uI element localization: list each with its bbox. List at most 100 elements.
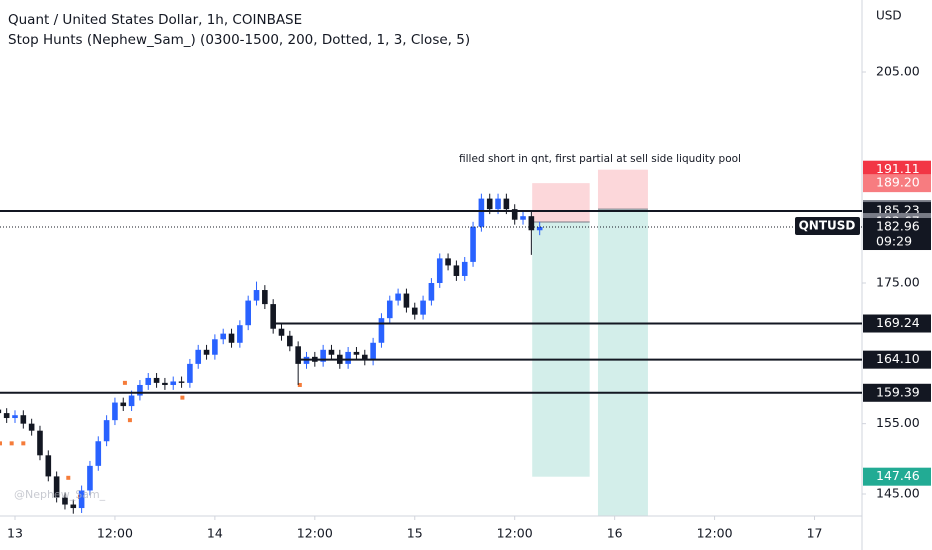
stop-hunt-marker (66, 475, 71, 480)
candle-body (320, 349, 326, 362)
price-tag-label: 147.46 (876, 468, 920, 483)
last-price-tag (863, 218, 931, 251)
candle-body (20, 415, 27, 424)
candle-body (262, 290, 268, 305)
y-tick-label: 145.00 (876, 485, 920, 500)
candle-body (237, 325, 243, 343)
annotation: filled short in qnt, first partial at se… (459, 153, 741, 165)
price-tag (863, 350, 931, 369)
price-tag (863, 467, 931, 486)
stop-hunt-marker (297, 382, 302, 387)
x-tick-label: 12:00 (97, 526, 133, 541)
y-tick-label: 175.00 (876, 275, 920, 290)
candle-body (278, 328, 285, 336)
candle-body (345, 351, 351, 364)
candle-body (112, 402, 118, 421)
candle-body (137, 384, 143, 396)
candle-body (370, 342, 376, 361)
candle-body (245, 300, 251, 326)
stop-hunt-marker (127, 418, 132, 423)
candle-body (453, 265, 460, 276)
price-tag-label: 189.20 (876, 175, 920, 190)
candle-body (295, 346, 301, 364)
candle-body (270, 304, 276, 329)
candle-body (403, 293, 410, 308)
candle-body (95, 441, 102, 466)
candle-body (0, 409, 2, 414)
candle-body (253, 290, 260, 301)
candle-body (461, 261, 468, 276)
price-tag (863, 174, 931, 193)
candle-body (78, 490, 85, 509)
candle-body (187, 363, 193, 383)
candle-body (203, 349, 210, 355)
candle-body (395, 293, 401, 301)
price-tag (863, 383, 931, 402)
symbol-tag (795, 217, 860, 236)
candle-body (428, 283, 435, 301)
candle-body (53, 476, 60, 498)
x-tick-label: 15 (407, 526, 423, 541)
price-tag (863, 314, 931, 333)
candle-body (153, 377, 160, 383)
stop-zone (597, 169, 648, 210)
x-tick-label: 12:00 (697, 526, 733, 541)
candle-body (361, 354, 368, 361)
candle-body (178, 381, 185, 383)
candle-body (511, 209, 518, 220)
candle-body (170, 381, 177, 385)
candle-body (470, 226, 476, 262)
stop-hunt-marker (21, 441, 26, 446)
candle-body (70, 504, 77, 509)
price-tag-label: 169.24 (876, 315, 920, 330)
candle-body (495, 198, 501, 210)
last-price-label: 182.96 (876, 219, 920, 234)
candle-body (37, 430, 43, 456)
candle-body (386, 300, 393, 319)
candle-body (353, 351, 360, 355)
stop-hunt-marker (180, 395, 185, 400)
candle-body (420, 300, 426, 315)
candle-body (436, 258, 443, 284)
candle-body (328, 349, 335, 355)
candle-body (128, 395, 135, 407)
target-zone (597, 209, 648, 516)
countdown-label: 09:29 (876, 234, 912, 249)
candle-body (445, 258, 451, 266)
y-tick-label: 155.00 (876, 415, 920, 430)
x-tick-label: 13 (7, 526, 23, 541)
chart-title: Quant / United States Dollar, 1h, COINBA… (8, 12, 302, 28)
candle-body (378, 318, 385, 343)
x-tick-label: 12:00 (497, 526, 533, 541)
stop-hunt-marker (0, 441, 2, 446)
y-tick-label: 205.00 (876, 64, 920, 79)
candle-body (62, 497, 68, 505)
candle-body (87, 465, 93, 491)
stop-hunt-marker (122, 380, 127, 385)
candle-body (12, 415, 18, 419)
candle-body (520, 216, 526, 220)
candle-body (28, 423, 35, 431)
x-tick-label: 12:00 (297, 526, 333, 541)
candle-body (3, 413, 10, 419)
candle-body (228, 333, 235, 343)
stop-zone (532, 183, 590, 223)
candle-body (411, 307, 418, 315)
candle-body (103, 420, 110, 442)
candle-body (145, 377, 152, 385)
price-tag-label: 159.39 (876, 384, 920, 399)
candle-body (536, 227, 543, 231)
target-zone (532, 222, 590, 477)
candle-body (212, 339, 218, 355)
candle-body (220, 333, 227, 340)
candle-body (478, 198, 485, 227)
watermark: @Nephew_Sam_ (14, 488, 106, 501)
x-tick-label: 14 (207, 526, 223, 541)
candle-body (486, 198, 493, 210)
price-tag-label: 191.11 (876, 161, 920, 176)
candle-body (162, 382, 168, 385)
candle-body (45, 455, 52, 477)
chart-subtitle: Stop Hunts (Nephew_Sam_) (0300-1500, 200… (8, 32, 470, 48)
symbol-label: QNTUSD (799, 219, 856, 233)
